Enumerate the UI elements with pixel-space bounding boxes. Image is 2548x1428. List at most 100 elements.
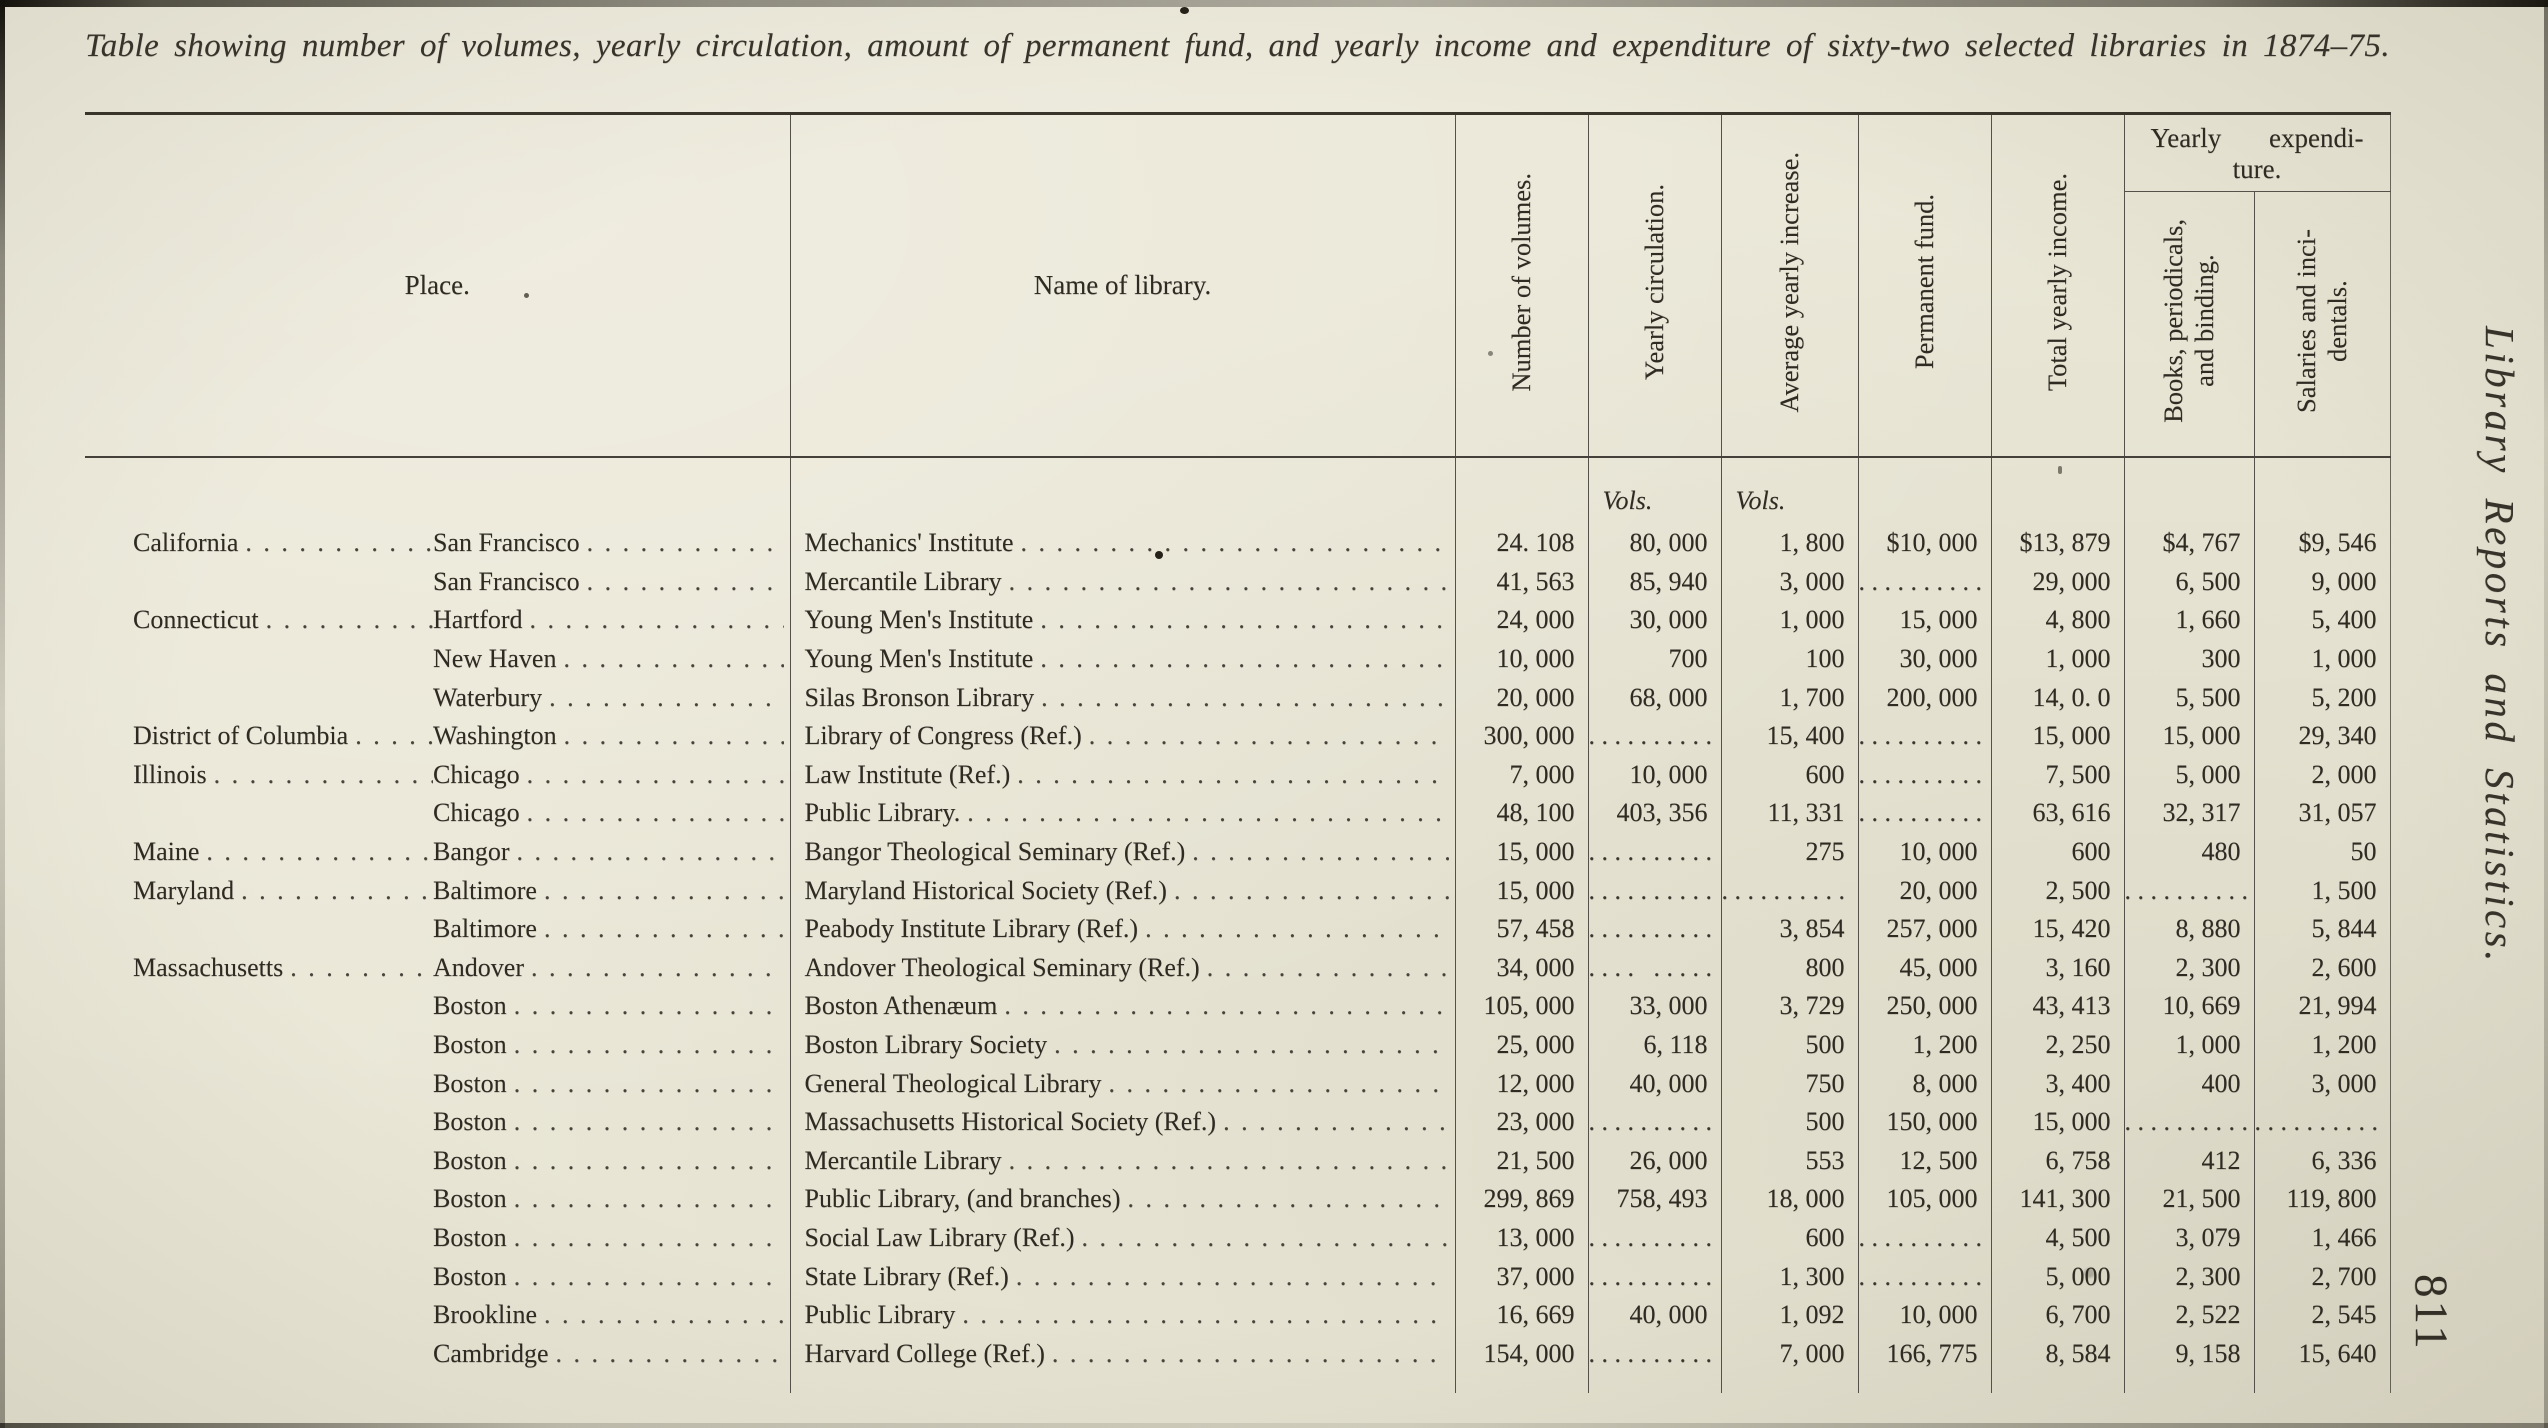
fund-cell: 166, 775 [1857,1334,1991,1374]
dot-leader [238,528,433,558]
place-city-text: New Haven [433,644,557,674]
place-city: Boston [433,1262,784,1292]
library-name-text: Boston Athenæum [804,991,998,1021]
volumes-cell: 7, 000 [1454,755,1588,795]
dot-leader [520,798,784,828]
dot-leader [955,1300,1448,1330]
ink-speck [1155,551,1163,559]
increase-cell: 800 [1720,948,1858,988]
table-row: Boston Social Law Library (Ref.) 13, 000..… [85,1218,2391,1258]
library-name-text: Mercantile Library [804,566,1002,596]
salaries-cell: 119, 800 [2253,1180,2391,1219]
header-name-label: Name of library. [1033,270,1212,300]
table-row: Boston State Library (Ref.) 37, 000.......… [85,1257,2391,1296]
circulation-cell: 403, 356 [1587,794,1721,833]
library-name-text: Maryland Historical Society (Ref.) [804,875,1167,905]
dot-leader [549,1339,784,1369]
place-cell: Illinois Chicago [85,756,790,795]
volumes-cell: 16, 669 [1454,1295,1588,1335]
library-name-cell: Young Men's Institute [789,639,1455,679]
dot-leader [1047,1030,1448,1060]
volumes-cell: 154, 000 [1454,1334,1588,1374]
library-name-text: Public Library. [804,798,961,828]
income-cell: 15, 000 [1990,716,2124,756]
fund-cell: 30, 000 [1857,639,1991,679]
place-cell: Boston [85,987,790,1026]
library-name-cell: Public Library [789,1295,1455,1335]
circulation-cell: .......... [1587,832,1721,872]
header-books-periodicals-binding: Books, periodicals, and binding. [2123,191,2254,458]
scan-edge-right [2544,0,2548,1428]
margin-running-title: Library Reports and Statistics. [2477,326,2523,965]
header-yearly-circulation: Yearly circulation. [1587,113,1721,458]
income-cell: $13, 879 [1990,524,2124,563]
units-name-cell [789,457,1455,524]
dot-leader [1014,528,1449,558]
place-city: Washington [433,721,784,751]
salaries-cell: 1, 200 [2253,1025,2391,1065]
dot-leader [523,605,784,635]
table-row: Maine Bangor Bangor Theological Seminary (… [85,832,2391,872]
place-state-text: California [133,528,239,558]
stray-dot-after-place [524,293,529,298]
dot-leader [557,721,784,751]
dot-leader [1033,644,1448,674]
place-city-text: Washington [433,721,557,751]
header-average-yearly-increase: Average yearly increase. [1720,113,1858,458]
dot-leader [1002,567,1449,597]
library-name-text: Law Institute (Ref.) [804,759,1011,789]
place-state: Maine [133,837,433,867]
dot-leader [207,760,433,790]
library-name-text: Library of Congress (Ref.) [804,721,1082,751]
place-cell: Baltimore [85,910,790,949]
scan-edge-left [0,0,5,1428]
dot-leader [1101,1069,1448,1099]
dot-leader [507,1262,784,1292]
income-cell: 600 [1990,832,2124,872]
place-city: San Francisco [433,528,784,558]
increase-cell: 7, 000 [1720,1334,1858,1374]
place-cell: Maryland Baltimore [85,871,790,910]
place-state: Massachusetts [133,953,433,983]
dot-leader [1010,760,1448,790]
salaries-cell: 1, 000 [2253,639,2391,679]
table-row: Cambridge Harvard College (Ref.) 154, 000.… [85,1334,2391,1374]
header-fund-label: Permanent fund. [1909,194,1939,370]
books-cell: 15, 000 [2123,716,2254,756]
table-row: Boston Public Library, (and branches) 299,… [85,1180,2391,1219]
place-state-text: Illinois [133,759,207,789]
increase-cell: 500 [1720,1102,1858,1142]
filler-cell [1454,1373,1588,1394]
income-cell: 1, 000 [1990,639,2124,679]
salaries-cell: 5, 844 [2253,909,2391,949]
dot-leader [1216,1107,1448,1137]
dot-leader [283,953,433,983]
place-state: Maryland [133,876,433,906]
place-city: Waterbury [433,683,784,713]
increase-cell: 100 [1720,639,1858,679]
units-increase-cell: Vols. [1720,457,1858,524]
library-name-cell: Massachusetts Historical Society (Ref.) [789,1102,1455,1142]
increase-cell: 1, 300 [1720,1257,1858,1296]
increase-cell: 750 [1720,1064,1858,1103]
place-cell: Boston [85,1103,790,1142]
salaries-cell: 1, 500 [2253,871,2391,910]
volumes-cell: 21, 500 [1454,1141,1588,1181]
increase-cell: 15, 400 [1720,716,1858,756]
library-name-text: General Theological Library [804,1068,1102,1098]
income-cell: 6, 758 [1990,1141,2124,1181]
income-cell: 3, 400 [1990,1064,2124,1103]
salaries-cell: 2, 600 [2253,948,2391,988]
header-expenditure-line1: Yearly expendi- [2150,123,2364,153]
circulation-cell: .......... [1587,871,1721,910]
table-row: Massachusetts Andover Andover Theological … [85,948,2391,988]
units-fund-cell [1857,457,1991,524]
income-cell: 141, 300 [1990,1180,2124,1219]
fund-cell: 8, 000 [1857,1064,1991,1103]
place-city-text: Boston [433,1068,507,1098]
library-name-text: Peabody Institute Library (Ref.) [804,914,1139,944]
header-books-line2: and binding. [2189,254,2219,387]
salaries-cell: 6, 336 [2253,1141,2391,1181]
